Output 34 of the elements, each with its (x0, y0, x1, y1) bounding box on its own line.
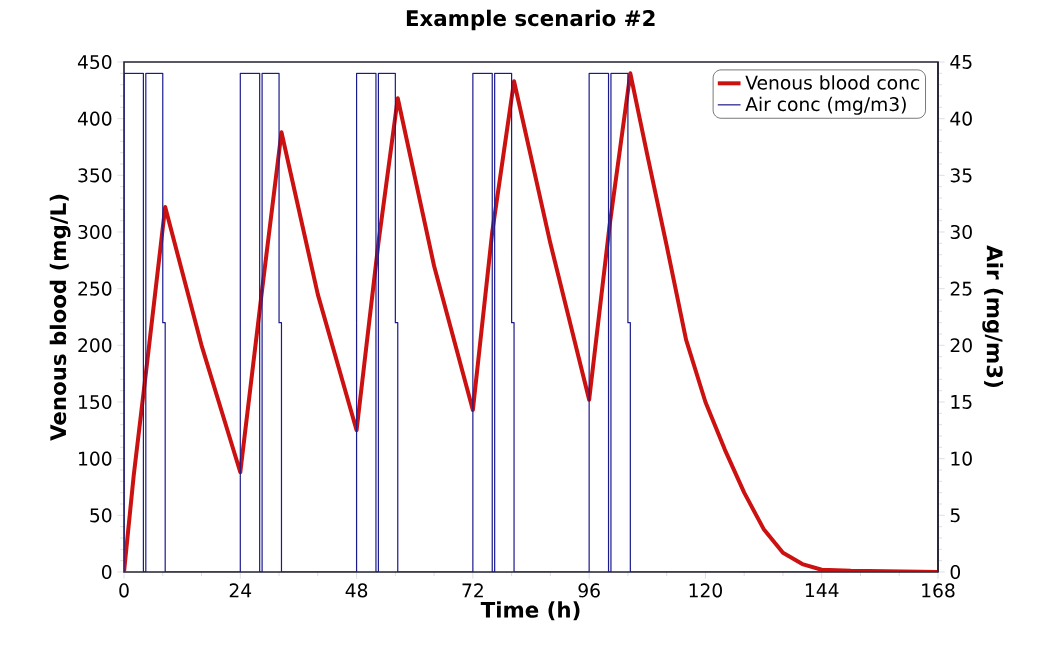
y-tick-label: 450 (77, 54, 112, 70)
y-tick-label: 250 (78, 281, 112, 296)
y2-tick-label: 45 (950, 55, 972, 69)
y-tick-label: 200 (78, 338, 112, 353)
x-tick-label: 48 (345, 583, 368, 598)
x-tick-label: 24 (229, 583, 252, 598)
y-tick-label: 300 (78, 224, 112, 240)
y-tick-label: 100 (79, 451, 112, 466)
y2-tick-label: 0 (950, 564, 961, 580)
y2-axis-title: Air (mg/m3) (982, 245, 1004, 387)
chart-title: Example scenario #2 (406, 9, 655, 31)
x-tick-label: 168 (922, 583, 955, 598)
x-tick-label: 144 (805, 583, 839, 597)
y-tick-label: 50 (90, 508, 112, 523)
y-tick-label: 0 (101, 564, 112, 580)
y-tick-label: 400 (77, 111, 112, 126)
y2-tick-label: 10 (951, 451, 972, 466)
y2-tick-label: 5 (950, 508, 960, 523)
x-axis-title: Time (h) (480, 601, 580, 621)
y-tick-label: 350 (78, 168, 112, 183)
y2-tick-label: 15 (951, 395, 972, 409)
y2-tick-label: 40 (950, 111, 972, 126)
y-axis-title: Venous blood (mg/L) (49, 194, 71, 441)
x-tick-label: 0 (119, 583, 129, 598)
y2-tick-label: 30 (950, 224, 972, 240)
y2-tick-label: 20 (950, 338, 972, 353)
y2-tick-label: 35 (950, 168, 972, 183)
legend-label: Venous blood conc (745, 75, 920, 90)
x-tick-label: 72 (462, 583, 483, 598)
legend-label: Air conc (mg/m3) (745, 96, 906, 115)
x-tick-label: 120 (689, 583, 722, 598)
y-tick-label: 150 (79, 394, 112, 410)
y2-tick-label: 25 (950, 281, 972, 296)
x-tick-label: 96 (578, 583, 600, 598)
